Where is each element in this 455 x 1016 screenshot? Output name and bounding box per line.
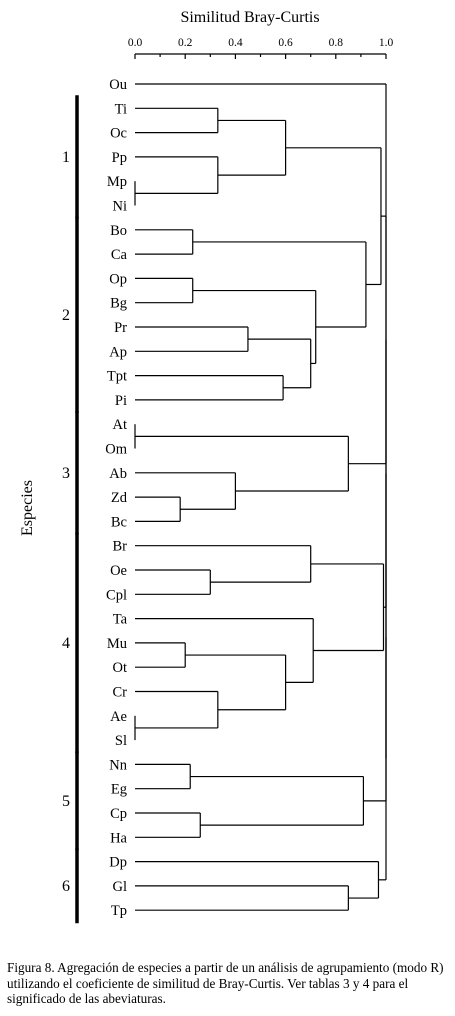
leaf-label: Dp (109, 855, 127, 871)
leaf-label: Tpt (107, 369, 127, 385)
leaf-label: Bo (110, 223, 127, 239)
leaf-label: Ti (115, 101, 127, 117)
dendrogram-figure: Similitud Bray-Curtis Especies 0.0 0.2 0.4… (19, 9, 394, 924)
leaf-label: Ca (111, 247, 128, 263)
group-label: 6 (62, 878, 70, 895)
leaf-label: Pi (115, 393, 127, 409)
group-label: 4 (62, 635, 70, 652)
leaf-label: Pr (114, 320, 127, 336)
similarity-axis: 0.0 0.2 0.4 0.6 0.8 1.0 (128, 37, 394, 59)
leaf-label: Ha (110, 830, 127, 846)
leaf-label: Op (109, 271, 127, 287)
axis-tick-label: 0.4 (228, 37, 243, 49)
leaf-label: Ta (113, 612, 128, 628)
leaf-label: Sl (115, 733, 127, 749)
group-label: 2 (62, 307, 70, 324)
species-groups: 1 2 3 4 5 6 (62, 95, 79, 924)
leaf-label: Om (105, 442, 127, 458)
leaf-label: Ae (110, 709, 127, 725)
group-label: 5 (62, 793, 70, 810)
leaf-label: Ap (109, 344, 127, 360)
leaf-label: Eg (111, 782, 127, 798)
leaf-label: Mp (107, 174, 127, 190)
leaf-label: Oe (110, 563, 127, 579)
leaf-label: Cr (113, 685, 128, 701)
leaf-label: Ou (109, 77, 127, 93)
group-label: 1 (62, 149, 70, 166)
leaf-label: Zd (111, 490, 128, 506)
axis-tick-label: 1.0 (379, 37, 394, 49)
figure-caption: Figura 8. Agregación de especies a parti… (7, 960, 444, 1007)
axis-tick-label: 0.0 (128, 37, 143, 49)
leaf-label: Cpl (106, 587, 127, 603)
axis-tick-label: 0.6 (278, 37, 293, 49)
leaf-label: Tp (111, 903, 127, 919)
leaf-label: Ab (109, 466, 127, 482)
leaf-label: Nn (109, 757, 127, 773)
leaf-label: Gl (113, 879, 128, 895)
leaf-label: Ni (113, 199, 128, 215)
leaf-label: Cp (110, 806, 127, 822)
leaf-label: Br (113, 539, 128, 555)
group-label: 3 (62, 465, 70, 482)
leaf-label: Mu (107, 636, 127, 652)
chart-title: Similitud Bray-Curtis (180, 9, 319, 26)
dendrogram-branches (134, 83, 387, 911)
leaf-label: Bc (111, 514, 127, 530)
leaf-label: Bg (110, 296, 127, 312)
axis-tick-label: 0.2 (178, 37, 193, 49)
leaf-label: Oc (110, 126, 127, 142)
leaf-labels: Ou Ti Oc Pp Mp Ni Bo Ca Op Bg Pr Ap Tpt Pi At Om Ab Zd Bc B… (105, 77, 127, 919)
leaf-label: At (113, 417, 128, 433)
axis-tick-label: 0.8 (329, 37, 344, 49)
leaf-label: Pp (112, 150, 127, 166)
y-axis-label: Especies (19, 480, 36, 536)
leaf-label: Ot (113, 660, 128, 676)
